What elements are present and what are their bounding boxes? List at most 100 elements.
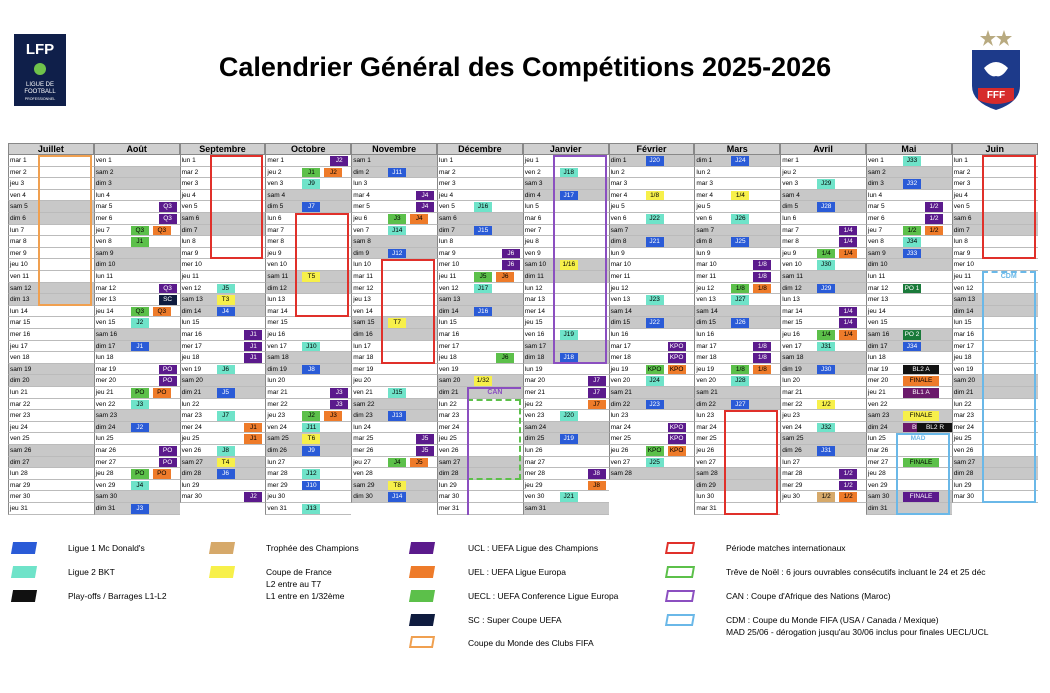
day-cell: sam 29 T8 bbox=[351, 479, 437, 492]
day-cell: lun 29 bbox=[437, 479, 523, 492]
day-cell: mar 2 bbox=[437, 166, 523, 179]
day-cell: mer 11 1/8 bbox=[694, 271, 781, 283]
event-badge: J32 bbox=[817, 422, 836, 433]
day-label: sam 6 bbox=[953, 215, 972, 222]
day-label: sam 21 bbox=[610, 389, 632, 396]
event-badge: KPO bbox=[667, 446, 686, 456]
day-cell: jeu 19 1/8 1/8 bbox=[694, 363, 781, 376]
day-label: lun 10 bbox=[353, 261, 371, 269]
legend-can: CAN : Coupe d'Afrique des Nations (Maroc… bbox=[726, 591, 891, 601]
event-badge: 1/2 bbox=[839, 480, 858, 491]
day-label: ven 5 bbox=[181, 203, 198, 211]
day-cell: mar 28 1/2 bbox=[780, 468, 866, 480]
day-cell: dim 21 bbox=[951, 387, 1038, 399]
day-cell: ven 12 bbox=[951, 282, 1038, 295]
day-label: lun 19 bbox=[524, 365, 543, 373]
day-label: lun 15 bbox=[181, 319, 200, 327]
day-cell: dim 16 bbox=[351, 329, 437, 341]
day-cell: dim 18 J18 bbox=[522, 352, 609, 364]
can-swatch bbox=[664, 590, 696, 602]
day-cell: mer 11 bbox=[608, 271, 695, 283]
day-cell: ven 19 J6 bbox=[179, 363, 266, 376]
event-badge: J4 bbox=[415, 190, 434, 201]
day-cell: dim 19 J8 bbox=[265, 363, 352, 376]
day-label: lun 26 bbox=[524, 447, 543, 454]
day-cell: lun 5 bbox=[522, 201, 609, 213]
day-label: mer 3 bbox=[953, 180, 971, 188]
legend-trophee: Trophée des Champions bbox=[266, 543, 359, 553]
day-cell: mer 21 J7 bbox=[522, 387, 609, 399]
event-badge: 1/8 bbox=[753, 272, 772, 282]
day-cell: mar 6 bbox=[522, 213, 609, 225]
day-label: dim 3 bbox=[95, 180, 112, 188]
day-cell: lun 14 bbox=[8, 305, 94, 318]
day-cell: jeu 24 bbox=[8, 421, 94, 434]
day-cell: mar 21 bbox=[780, 387, 866, 399]
day-cell: lun 11 bbox=[866, 271, 952, 283]
event-badge: J27 bbox=[731, 399, 750, 410]
event-badge: J11 bbox=[388, 167, 407, 178]
day-cell: mer 6 1/2 bbox=[866, 213, 952, 225]
day-cell: dim 9 J12 bbox=[351, 247, 437, 260]
day-cell: mar 13 bbox=[522, 294, 609, 306]
event-badge: MAD bbox=[903, 434, 933, 444]
event-badge: J20 bbox=[559, 411, 578, 421]
day-cell: mer 24 J1 bbox=[179, 421, 266, 434]
day-label: mar 2 bbox=[439, 168, 456, 176]
day-cell: mar 31 bbox=[694, 503, 781, 515]
day-cell: jeu 15 bbox=[522, 317, 609, 329]
event-badge: Q3 bbox=[158, 202, 177, 212]
event-badge: 1/2 bbox=[839, 492, 858, 502]
day-cell: lun 29 bbox=[951, 479, 1038, 492]
day-cell: jeu 18 bbox=[951, 352, 1038, 364]
day-label: jeu 30 bbox=[267, 493, 286, 501]
day-label: lun 18 bbox=[868, 354, 886, 362]
day-label: dim 12 bbox=[782, 284, 802, 292]
day-label: mar 3 bbox=[610, 180, 628, 188]
day-label: mer 14 bbox=[524, 307, 546, 315]
day-cell: lun 22 bbox=[951, 398, 1038, 411]
day-cell: jeu 4 bbox=[179, 189, 266, 202]
svg-text:LIGUE DE: LIGUE DE bbox=[26, 82, 54, 88]
day-cell: mar 16 bbox=[437, 329, 523, 341]
day-cell: mer 17 bbox=[437, 340, 523, 353]
day-label: sam 23 bbox=[868, 412, 890, 420]
day-label: sam 11 bbox=[782, 273, 804, 280]
sc-swatch bbox=[408, 614, 436, 626]
day-cell: mar 20 J7 bbox=[522, 375, 609, 387]
day-label: mar 30 bbox=[439, 493, 460, 501]
day-label: sam 4 bbox=[782, 191, 800, 199]
day-label: dim 28 bbox=[181, 470, 202, 478]
day-cell: mar 4 J4 bbox=[351, 189, 437, 202]
day-label: ven 11 bbox=[10, 273, 30, 280]
day-cell: mer 3 bbox=[951, 178, 1038, 190]
day-cell: jeu 10 bbox=[8, 259, 94, 271]
day-cell: dim 31 bbox=[866, 503, 952, 515]
day-cell: ven 10 J30 bbox=[780, 259, 866, 271]
legend-cdm-1: CDM : Coupe du Monde FIFA (USA / Canada … bbox=[726, 615, 939, 625]
day-cell: dim 19 J30 bbox=[780, 363, 866, 376]
day-label: lun 29 bbox=[439, 481, 457, 489]
day-label: jeu 4 bbox=[439, 191, 454, 199]
day-cell: ven 9 bbox=[522, 247, 609, 260]
event-badge: J7 bbox=[587, 388, 606, 398]
day-label: dim 12 bbox=[267, 284, 287, 292]
event-badge: J16 bbox=[474, 306, 492, 317]
day-label: jeu 6 bbox=[353, 215, 368, 222]
day-label: mar 5 bbox=[95, 203, 113, 211]
event-badge: J9 bbox=[302, 179, 321, 189]
day-label: lun 18 bbox=[95, 354, 114, 362]
day-cell: ven 22 J3 bbox=[93, 398, 180, 411]
day-label: mer 8 bbox=[267, 238, 285, 246]
event-badge: Q3 bbox=[130, 306, 149, 317]
ucl-swatch bbox=[408, 542, 436, 554]
day-label: lun 23 bbox=[610, 412, 629, 420]
day-label: lun 24 bbox=[353, 423, 371, 431]
day-label: mar 19 bbox=[95, 365, 117, 373]
day-cell: sam 4 bbox=[780, 189, 866, 202]
day-label: jeu 20 bbox=[353, 377, 371, 385]
day-label: ven 19 bbox=[953, 365, 974, 373]
day-label: dim 22 bbox=[696, 400, 716, 408]
playoffs-swatch bbox=[10, 590, 38, 602]
day-cell: jeu 2 J1 J2 bbox=[265, 166, 352, 179]
